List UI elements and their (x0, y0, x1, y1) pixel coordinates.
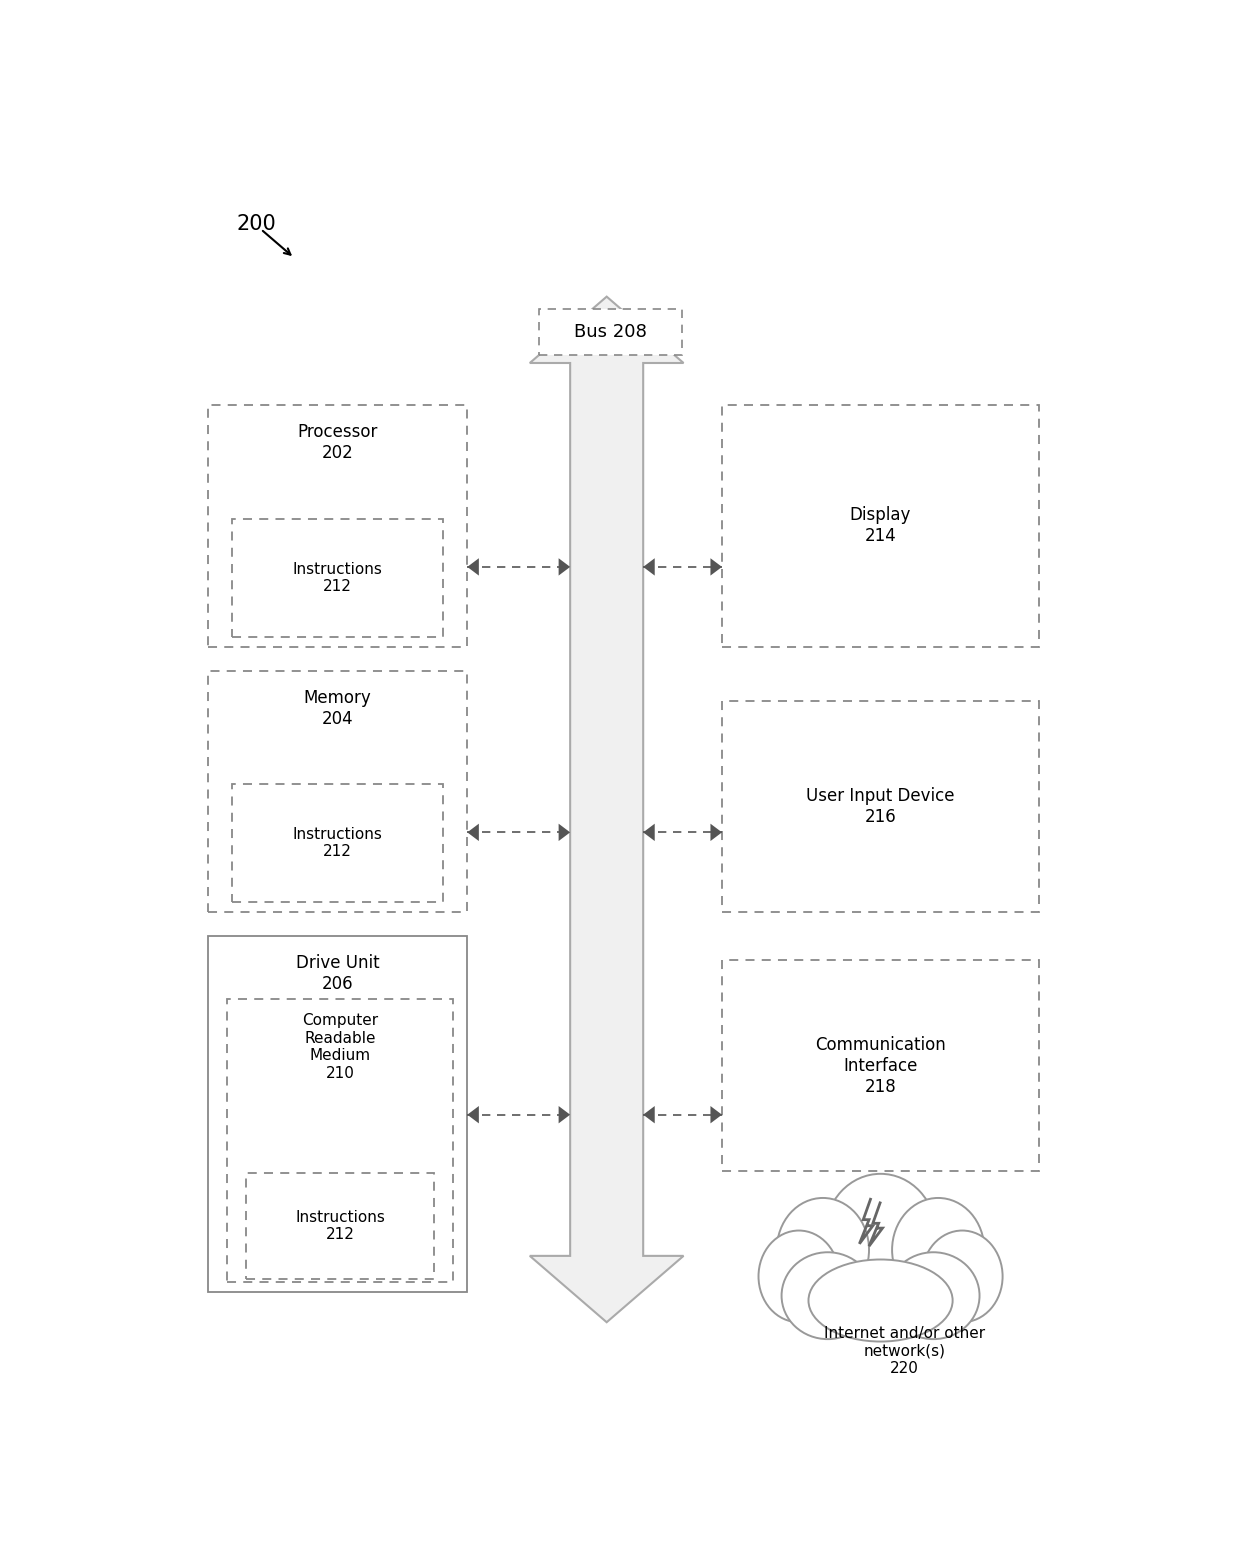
Text: User Input Device
216: User Input Device 216 (806, 787, 955, 826)
Text: Drive Unit
206: Drive Unit 206 (296, 954, 379, 993)
Text: Instructions
212: Instructions 212 (293, 827, 382, 859)
Text: Instructions
212: Instructions 212 (295, 1210, 384, 1243)
Polygon shape (711, 824, 722, 841)
Ellipse shape (825, 1174, 936, 1294)
Bar (722, 700, 1039, 912)
Ellipse shape (892, 1197, 985, 1302)
Ellipse shape (888, 1252, 980, 1340)
Polygon shape (467, 1106, 479, 1124)
Polygon shape (529, 296, 683, 1323)
Polygon shape (711, 558, 722, 575)
Bar (232, 784, 444, 903)
Polygon shape (644, 824, 655, 841)
Text: Computer
Readable
Medium
210: Computer Readable Medium 210 (301, 1014, 378, 1081)
Polygon shape (644, 558, 655, 575)
Polygon shape (711, 1106, 722, 1124)
Text: Display
214: Display 214 (849, 506, 911, 545)
Polygon shape (558, 824, 570, 841)
Bar (208, 406, 467, 647)
Polygon shape (467, 558, 479, 575)
Polygon shape (558, 558, 570, 575)
Text: Instructions
212: Instructions 212 (293, 561, 382, 594)
Bar (247, 1172, 434, 1279)
Text: Memory
204: Memory 204 (304, 689, 372, 727)
Bar (722, 961, 1039, 1172)
Ellipse shape (808, 1260, 952, 1341)
Bar (722, 406, 1039, 647)
Ellipse shape (921, 1230, 1003, 1323)
Polygon shape (467, 824, 479, 841)
Bar (539, 309, 682, 354)
Polygon shape (644, 1106, 655, 1124)
Bar (232, 519, 444, 636)
Ellipse shape (759, 1230, 839, 1323)
Text: Processor
202: Processor 202 (298, 423, 378, 462)
Text: Internet and/or other
network(s)
220: Internet and/or other network(s) 220 (825, 1326, 985, 1376)
Bar (208, 935, 467, 1293)
Text: Communication
Interface
218: Communication Interface 218 (815, 1036, 946, 1095)
Ellipse shape (776, 1197, 869, 1302)
Ellipse shape (781, 1252, 874, 1340)
Bar (227, 998, 453, 1282)
Polygon shape (558, 1106, 570, 1124)
Bar (208, 671, 467, 912)
Text: Bus 208: Bus 208 (574, 323, 647, 340)
Text: 200: 200 (237, 215, 277, 235)
